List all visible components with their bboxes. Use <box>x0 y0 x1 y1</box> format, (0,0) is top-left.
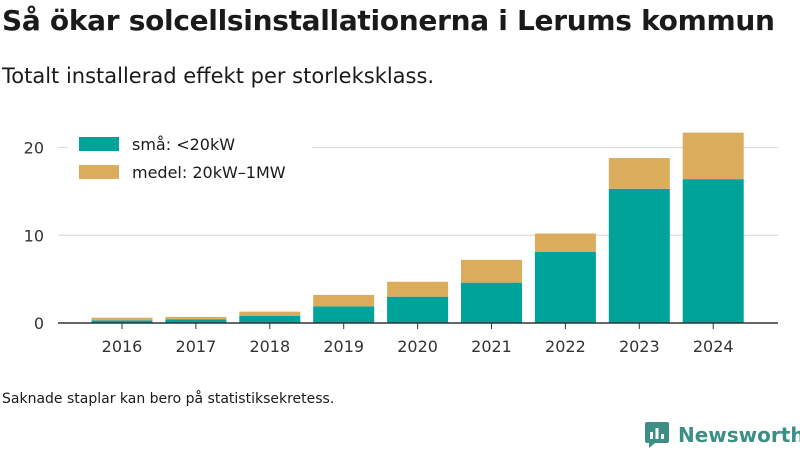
bar-segment-medel <box>239 311 301 316</box>
chart-title: Så ökar solcellsinstallationerna i Lerum… <box>2 4 775 37</box>
newsworthy-logo-icon <box>645 422 669 448</box>
x-tick-label: 2017 <box>176 337 217 356</box>
bar-segment-sma <box>461 282 522 323</box>
axes: 0 10 20 2016 2017 2018 2019 2020 2021 2022 2023 202… <box>24 139 778 356</box>
bar-segment-medel <box>682 132 744 180</box>
legend: små: <20kW medel: 20kW–1MW <box>68 128 312 190</box>
bar-segment-sma <box>91 320 153 323</box>
brand[interactable]: Newsworthy <box>644 420 800 450</box>
bar-segment-sma <box>239 315 301 323</box>
x-tick-label: 2016 <box>102 337 143 356</box>
bar-segment-sma <box>534 251 596 323</box>
bar-segment-sma <box>313 306 375 323</box>
legend-swatch <box>79 137 119 151</box>
y-tick-label: 10 <box>24 226 44 245</box>
bar-segment-medel <box>461 259 522 283</box>
chart-subtitle: Totalt installerad effekt per storlekskl… <box>2 64 435 88</box>
y-tick-label: 20 <box>24 139 44 158</box>
bar-segment-medel <box>91 317 153 321</box>
legend-swatch <box>79 165 119 179</box>
y-tick-label: 0 <box>34 314 44 333</box>
legend-label: små: <20kW <box>132 135 235 154</box>
footnote: Saknade staplar kan bero på statistiksek… <box>2 391 335 407</box>
bar-segment-sma <box>165 319 227 323</box>
bar-segment-sma <box>608 188 670 323</box>
x-tick-label: 2024 <box>693 337 734 356</box>
bar-segment-medel <box>608 158 670 189</box>
x-tick-label: 2023 <box>619 337 660 356</box>
bar-segment-medel <box>534 233 596 252</box>
bar-segment-sma <box>387 296 449 323</box>
brand-name: Newsworthy <box>678 423 800 447</box>
bar-segment-medel <box>165 316 227 320</box>
bar-segment-medel <box>313 294 375 307</box>
bar-segment-sma <box>682 179 744 323</box>
stacked-bar-chart: 0 10 20 2016 2017 2018 2019 2020 2021 2022 2023 202… <box>23 128 778 356</box>
bars <box>91 132 744 323</box>
x-tick-label: 2022 <box>545 337 586 356</box>
x-tick-label: 2020 <box>397 337 438 356</box>
x-tick-label: 2018 <box>249 337 290 356</box>
bar-segment-medel <box>387 281 449 297</box>
x-tick-label: 2021 <box>471 337 512 356</box>
x-tick-label: 2019 <box>323 337 364 356</box>
legend-label: medel: 20kW–1MW <box>132 163 286 182</box>
